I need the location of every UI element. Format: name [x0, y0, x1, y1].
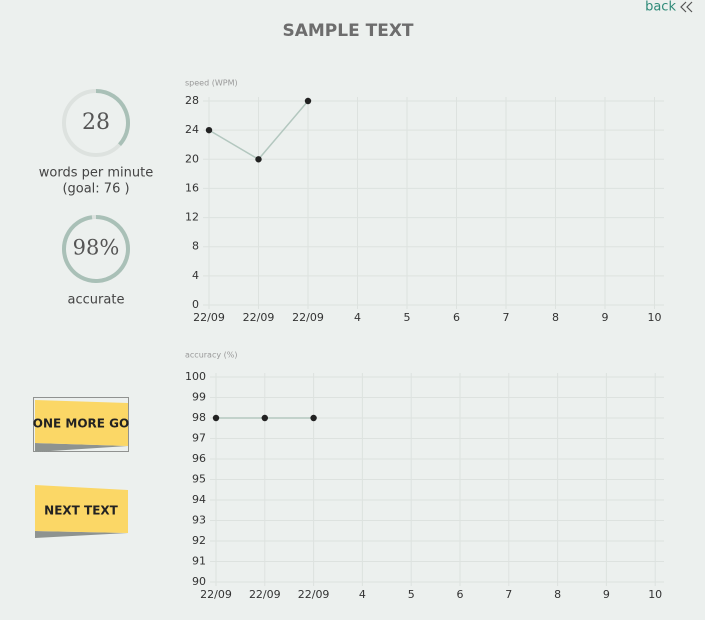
y-tick-label: 8	[192, 240, 199, 253]
button-face[interactable]	[35, 400, 128, 446]
y-tick-label: 12	[185, 211, 199, 224]
point	[205, 126, 213, 134]
focus-outline	[33, 397, 129, 452]
button-shadow	[35, 531, 128, 538]
speed-goal: (goal: 76 )	[62, 182, 129, 197]
y-tick-label: 99	[192, 391, 206, 404]
y-tick-label: 100	[185, 370, 206, 383]
y-tick-label: 92	[192, 534, 206, 547]
page-title: SAMPLE TEXT	[282, 21, 413, 41]
point	[261, 414, 268, 422]
back-link[interactable]: back	[645, 0, 676, 15]
y-tick-label: 94	[192, 493, 206, 506]
next-text-button[interactable]: NEXT TEXT	[35, 485, 128, 538]
y-tick-label: 96	[192, 452, 206, 465]
y-axis-title: accuracy (%)	[185, 351, 237, 360]
x-tick-label: 22/09	[249, 588, 281, 601]
y-tick-label: 4	[192, 269, 199, 282]
x-tick-label: 10	[648, 311, 662, 324]
button-face[interactable]	[35, 485, 128, 533]
x-tick-label: 5	[408, 588, 415, 601]
x-tick-label: 9	[603, 588, 610, 601]
button-label[interactable]: NEXT TEXT	[44, 504, 118, 518]
speed-ring-arc	[95, 89, 130, 147]
x-tick-label: 7	[505, 588, 512, 601]
speed-value: 28	[82, 110, 110, 135]
accuracy-ring-arc	[62, 215, 130, 283]
x-tick-label: 22/09	[200, 588, 232, 601]
x-tick-label: 7	[503, 311, 510, 324]
y-tick-label: 90	[192, 575, 206, 588]
y-tick-label: 93	[192, 514, 206, 527]
x-tick-label: 8	[552, 311, 559, 324]
x-tick-label: 22/09	[193, 311, 225, 324]
one-more-go-button[interactable]: ONE MORE GO	[33, 397, 129, 453]
x-tick-label: 10	[648, 588, 662, 601]
y-tick-label: 95	[192, 473, 206, 486]
y-tick-label: 24	[185, 123, 199, 136]
accuracy-label: accurate	[68, 293, 125, 308]
x-tick-label: 4	[354, 311, 361, 324]
y-tick-label: 20	[185, 152, 199, 165]
y-axis-title: speed (WPM)	[185, 79, 238, 88]
y-tick-label: 98	[192, 411, 206, 424]
x-tick-label: 8	[554, 588, 561, 601]
x-tick-label: 22/09	[243, 311, 275, 324]
point	[310, 414, 317, 422]
speed-label: words per minute	[39, 166, 153, 181]
point	[255, 156, 262, 163]
accuracy-value: 98%	[73, 236, 120, 260]
x-tick-label: 6	[457, 588, 464, 601]
x-tick-label: 6	[453, 311, 460, 324]
x-tick-label: 9	[602, 311, 609, 324]
y-tick-label: 0	[192, 298, 199, 311]
x-tick-label: 22/09	[292, 311, 324, 324]
y-tick-label: 28	[185, 94, 199, 107]
y-tick-label: 97	[192, 432, 206, 445]
y-tick-label: 91	[192, 555, 206, 568]
y-tick-label: 16	[185, 181, 199, 194]
point	[212, 414, 220, 422]
back-icon[interactable]	[680, 1, 693, 13]
x-tick-label: 22/09	[298, 588, 330, 601]
x-tick-label: 4	[359, 588, 366, 601]
x-tick-label: 5	[404, 311, 411, 324]
point	[304, 97, 312, 105]
button-label[interactable]: ONE MORE GO	[33, 417, 129, 431]
